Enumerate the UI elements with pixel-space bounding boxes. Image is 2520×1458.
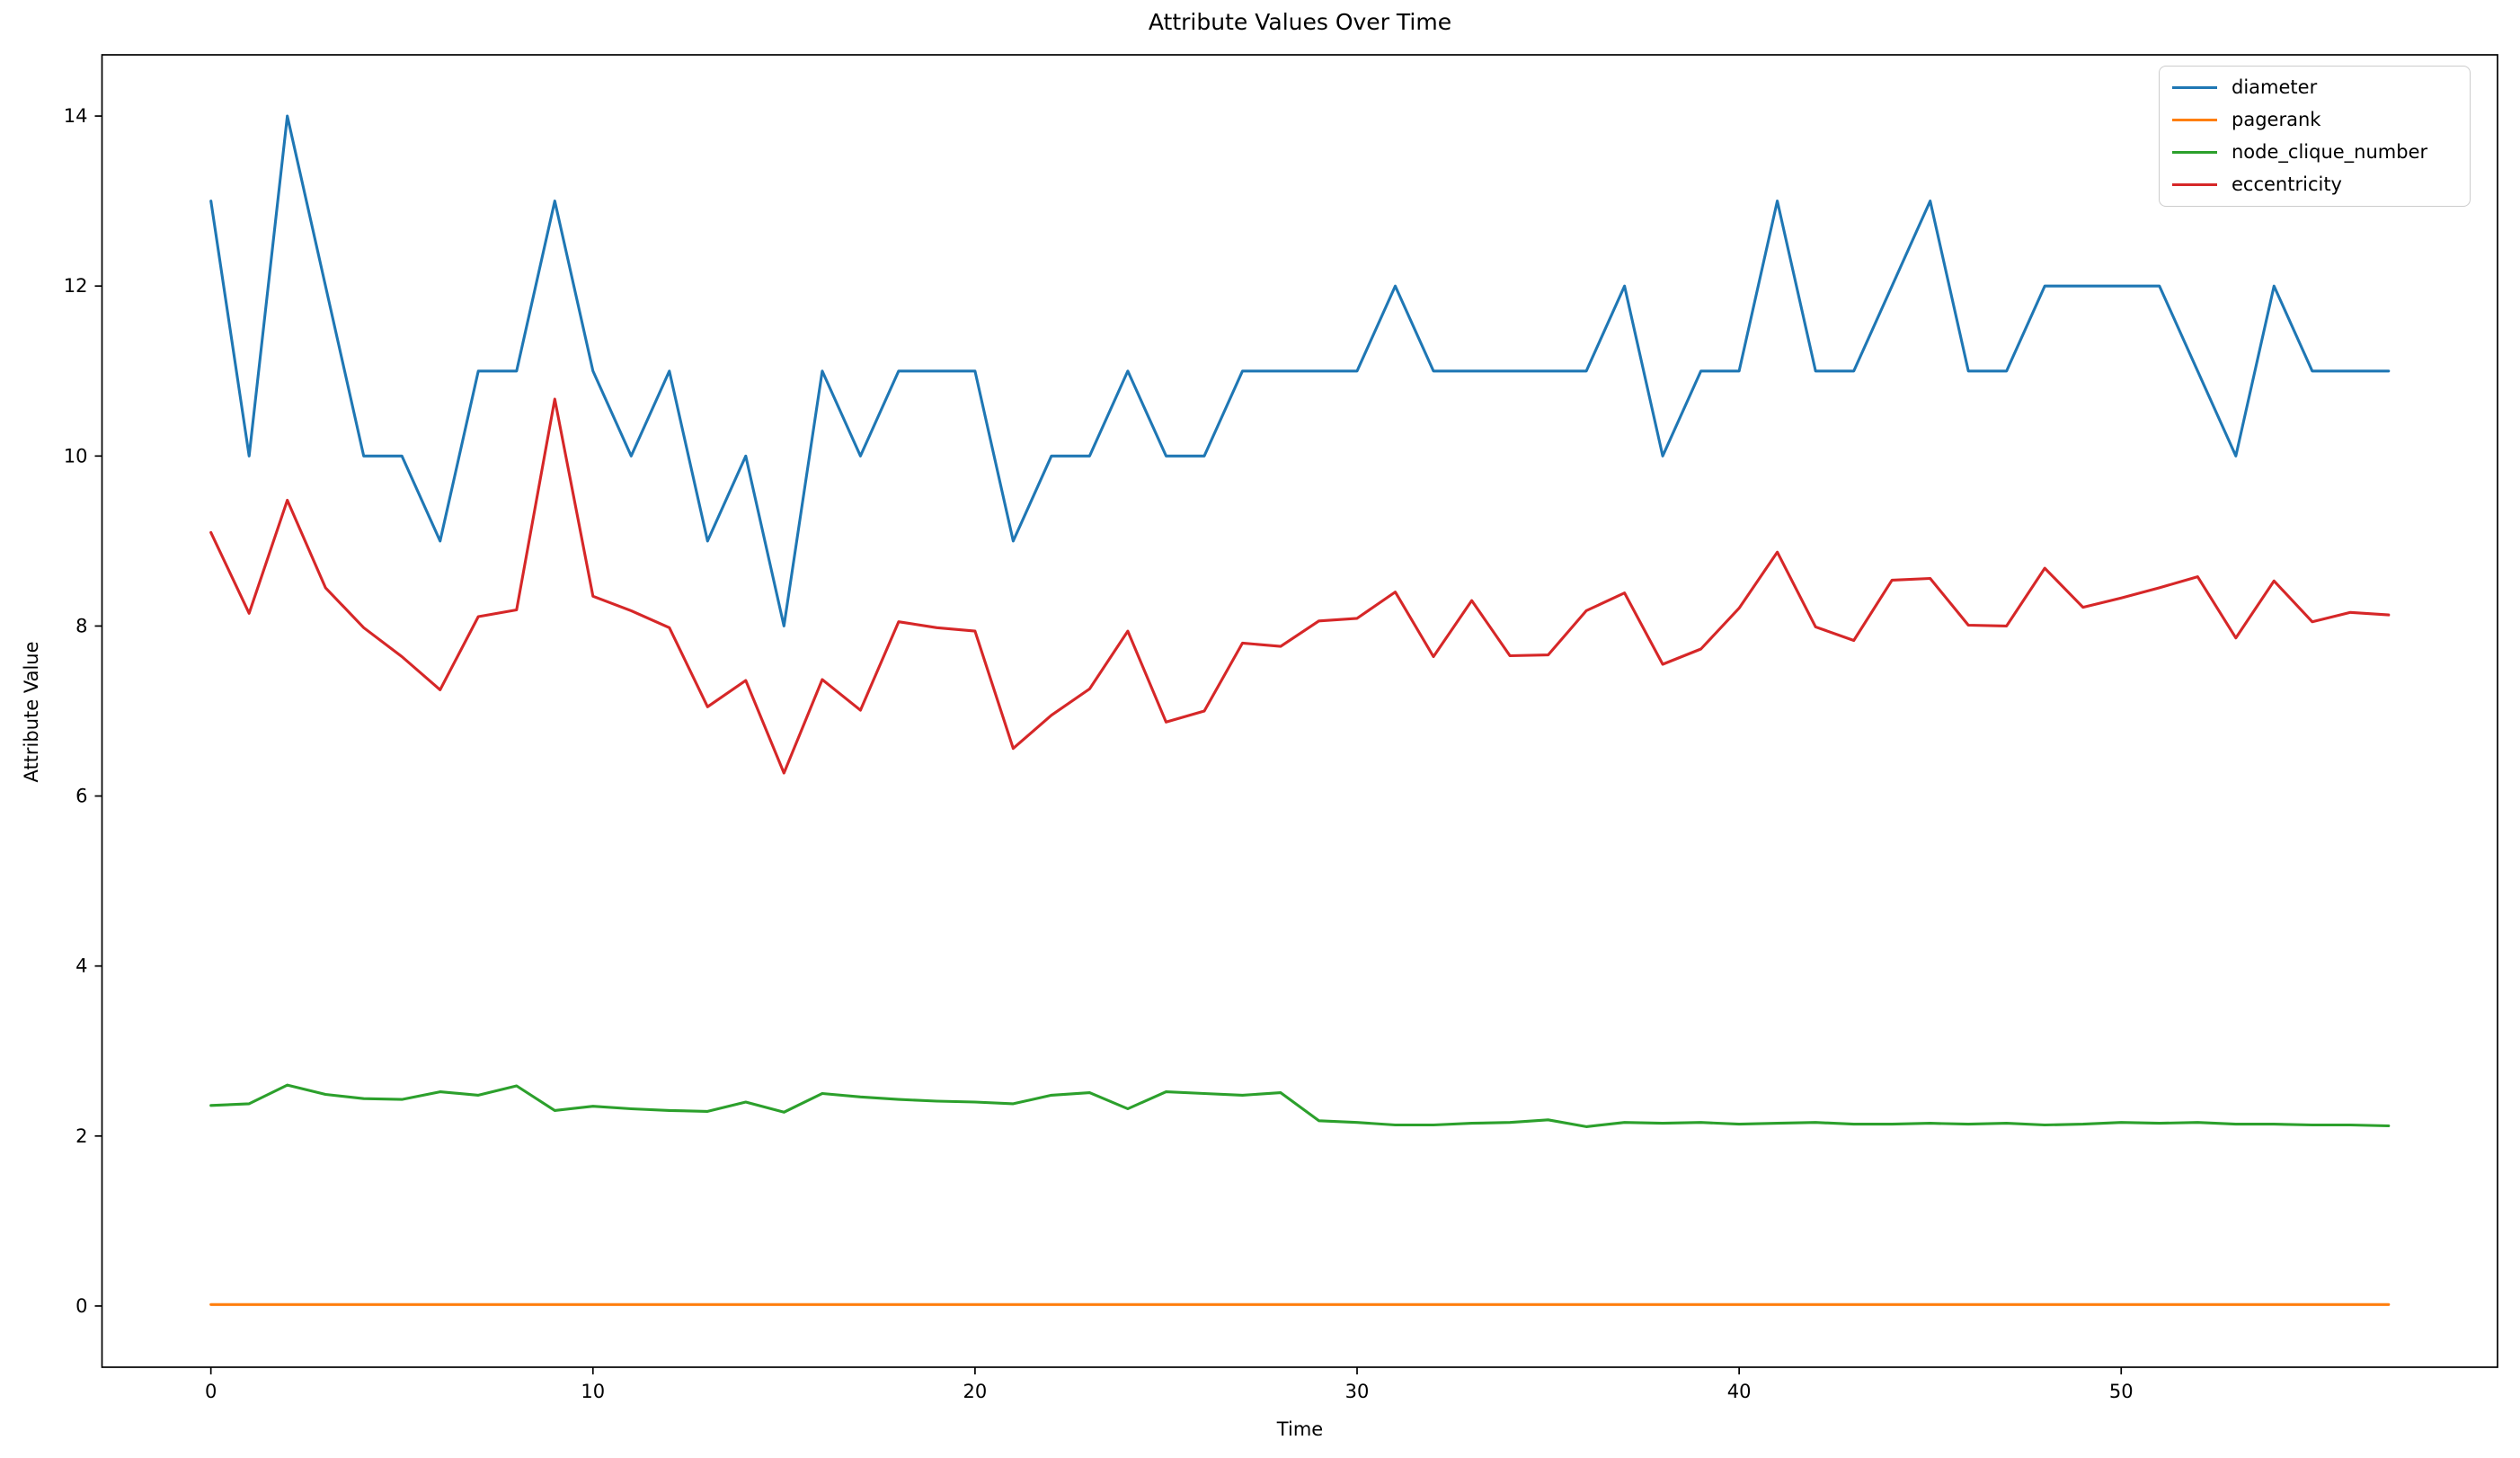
legend-item-eccentricity: eccentricity	[2160, 168, 2470, 200]
y-axis-tick-label: 10	[64, 445, 88, 467]
legend-item-node-clique-number: node_clique_number	[2160, 137, 2470, 169]
legend-label: diameter	[2232, 76, 2318, 99]
y-axis-tick-label: 8	[75, 615, 87, 636]
y-axis-tick-label: 0	[75, 1295, 87, 1317]
x-axis-tick-label: 10	[581, 1381, 605, 1402]
series-line-eccentricity	[209, 397, 2391, 775]
y-axis-tick-label: 12	[64, 275, 88, 297]
x-axis-tick-label: 50	[2109, 1381, 2134, 1402]
legend-label: node_clique_number	[2232, 140, 2428, 163]
y-axis-label: Attribute Value	[21, 641, 42, 783]
axes-spines	[101, 54, 2498, 1368]
x-axis-label: Time	[1276, 1418, 1324, 1440]
y-axis-tick-label: 4	[75, 956, 87, 977]
legend-label: pagerank	[2232, 109, 2321, 131]
legend: diameter pagerank node_clique_number ecc…	[2159, 66, 2471, 207]
series-line-node_clique_number	[209, 1083, 2391, 1128]
legend-swatch-node-clique-number	[2172, 150, 2217, 154]
legend-swatch-pagerank	[2172, 119, 2217, 122]
chart-title: Attribute Values Over Time	[1148, 9, 1452, 35]
x-axis-tick-label: 30	[1345, 1381, 1370, 1402]
y-axis-tick-label: 2	[75, 1125, 87, 1147]
legend-label: eccentricity	[2232, 173, 2342, 195]
legend-item-diameter: diameter	[2160, 72, 2470, 104]
series-line-diameter	[209, 114, 2391, 627]
legend-swatch-diameter	[2172, 86, 2217, 90]
legend-swatch-eccentricity	[2172, 182, 2217, 186]
x-axis-tick-label: 0	[205, 1381, 217, 1402]
legend-item-pagerank: pagerank	[2160, 104, 2470, 137]
x-axis-tick-label: 20	[963, 1381, 988, 1402]
y-axis-tick-label: 6	[75, 786, 87, 807]
y-axis-tick-label: 14	[64, 105, 88, 127]
x-axis-tick-label: 40	[1727, 1381, 1752, 1402]
